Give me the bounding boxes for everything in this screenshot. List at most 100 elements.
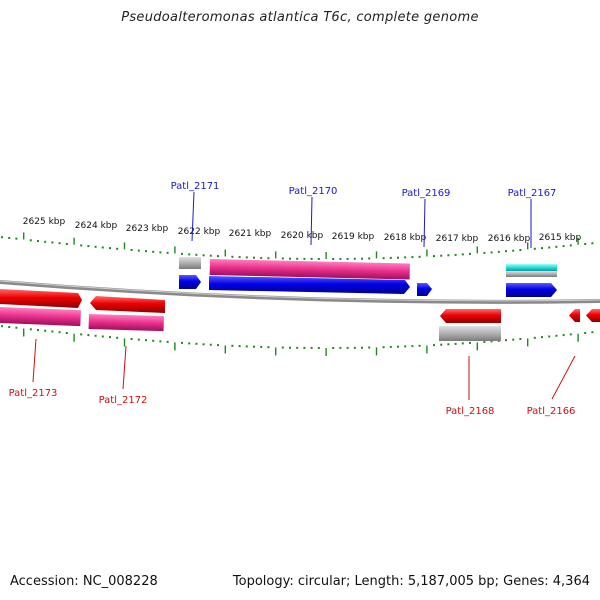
scale-label: 2618 kbp bbox=[384, 233, 427, 243]
connector-patl-2172 bbox=[122, 345, 127, 390]
cds-arrow-forward[interactable] bbox=[506, 283, 557, 297]
gene-label-patl-2167[interactable]: Patl_2167 bbox=[508, 188, 557, 199]
minor-tick bbox=[58, 331, 61, 334]
scale-label: 2616 kbp bbox=[488, 234, 531, 244]
minor-tick bbox=[332, 347, 335, 349]
minor-tick bbox=[209, 254, 212, 257]
gene-label-patl-2172[interactable]: Patl_2172 bbox=[99, 395, 148, 406]
major-tick bbox=[224, 249, 226, 257]
minor-tick bbox=[339, 257, 342, 260]
minor-tick bbox=[245, 345, 248, 348]
minor-tick bbox=[145, 250, 147, 253]
genome-backbone bbox=[0, 280, 600, 304]
minor-tick bbox=[94, 334, 97, 337]
scale-label: 2623 kbp bbox=[126, 224, 169, 234]
minor-tick bbox=[145, 339, 147, 342]
minor-tick bbox=[541, 336, 543, 339]
minor-tick bbox=[51, 330, 54, 333]
minor-tick bbox=[591, 242, 594, 245]
product-bar-pink[interactable] bbox=[88, 314, 164, 332]
connector-patl-2173 bbox=[32, 338, 37, 383]
product-bar-grey[interactable] bbox=[439, 326, 501, 341]
minor-tick bbox=[368, 257, 371, 260]
minor-tick bbox=[109, 336, 111, 339]
minor-tick bbox=[490, 340, 493, 343]
minor-tick bbox=[65, 332, 68, 334]
gene-label-patl-2166[interactable]: Patl_2166 bbox=[527, 406, 576, 417]
minor-tick bbox=[469, 252, 471, 255]
minor-tick bbox=[260, 345, 263, 348]
minor-tick bbox=[447, 254, 450, 257]
gene-label-patl-2170[interactable]: Patl_2170 bbox=[289, 186, 338, 197]
minor-tick bbox=[116, 247, 119, 250]
cds-arrow-forward[interactable] bbox=[417, 283, 432, 296]
minor-tick bbox=[195, 342, 198, 345]
minor-tick bbox=[1, 325, 3, 328]
minor-tick bbox=[512, 338, 515, 341]
gene-label-patl-2169[interactable]: Patl_2169 bbox=[402, 188, 451, 199]
minor-tick bbox=[461, 253, 464, 256]
minor-tick bbox=[281, 346, 284, 349]
minor-tick bbox=[137, 338, 140, 341]
minor-tick bbox=[433, 255, 435, 258]
connector-patl-2170 bbox=[310, 196, 313, 246]
minor-tick bbox=[353, 346, 356, 349]
connector-patl-2171 bbox=[191, 191, 195, 242]
product-bar-cyan[interactable] bbox=[506, 264, 557, 271]
cds-arrow-forward[interactable] bbox=[209, 276, 410, 294]
gene-label-patl-2171[interactable]: Patl_2171 bbox=[171, 181, 220, 192]
minor-tick bbox=[548, 335, 551, 338]
major-tick bbox=[476, 342, 478, 351]
major-tick bbox=[375, 347, 378, 356]
minor-tick bbox=[15, 237, 18, 240]
minor-tick bbox=[555, 245, 558, 248]
major-tick bbox=[476, 246, 478, 254]
product-bar-pink[interactable] bbox=[0, 307, 81, 327]
minor-tick bbox=[289, 346, 291, 349]
minor-tick bbox=[519, 249, 522, 251]
cds-arrow-reverse[interactable] bbox=[90, 296, 165, 313]
major-tick bbox=[275, 347, 277, 356]
product-bar-grey[interactable] bbox=[179, 257, 201, 269]
minor-tick bbox=[94, 245, 97, 248]
cds-arrow-reverse[interactable] bbox=[0, 289, 82, 308]
gene-labels: Patl_2171 Patl_2170 Patl_2169 Patl_2167 … bbox=[9, 181, 576, 417]
minor-tick bbox=[569, 244, 572, 247]
upper-tick-track bbox=[1, 232, 594, 260]
major-tick bbox=[577, 333, 579, 342]
minor-tick bbox=[231, 344, 234, 347]
minor-tick bbox=[29, 239, 32, 242]
minor-tick bbox=[332, 258, 335, 260]
cds-arrow-reverse[interactable] bbox=[586, 309, 600, 322]
minor-tick bbox=[591, 331, 594, 334]
minor-tick bbox=[130, 249, 133, 251]
cds-arrow-reverse[interactable] bbox=[569, 309, 580, 322]
scale-label: 2621 kbp bbox=[229, 229, 272, 239]
scale-label: 2625 kbp bbox=[23, 217, 66, 227]
gene-label-patl-2168[interactable]: Patl_2168 bbox=[446, 406, 495, 417]
major-tick bbox=[527, 338, 529, 347]
minor-tick bbox=[404, 256, 407, 259]
minor-tick bbox=[15, 326, 18, 329]
minor-tick bbox=[58, 242, 61, 245]
gene-label-connectors bbox=[32, 191, 576, 400]
minor-tick bbox=[483, 251, 486, 254]
cds-arrow-reverse[interactable] bbox=[440, 309, 501, 323]
minor-tick bbox=[209, 343, 212, 346]
scale-label: 2619 kbp bbox=[332, 232, 375, 242]
minor-tick bbox=[584, 332, 587, 334]
minor-tick bbox=[8, 237, 11, 239]
major-tick bbox=[527, 242, 529, 250]
gene-label-patl-2173[interactable]: Patl_2173 bbox=[9, 388, 58, 399]
minor-tick bbox=[296, 257, 299, 260]
minor-tick bbox=[368, 346, 371, 349]
product-bar-grey[interactable] bbox=[506, 271, 557, 277]
minor-tick bbox=[188, 342, 191, 345]
minor-tick bbox=[101, 246, 104, 249]
minor-tick bbox=[80, 333, 83, 336]
product-bar-pink[interactable] bbox=[209, 259, 410, 280]
genome-backbone-highlight bbox=[0, 280, 600, 302]
minor-tick bbox=[505, 250, 507, 253]
cds-arrow-forward[interactable] bbox=[179, 275, 201, 289]
minor-tick bbox=[253, 345, 255, 348]
